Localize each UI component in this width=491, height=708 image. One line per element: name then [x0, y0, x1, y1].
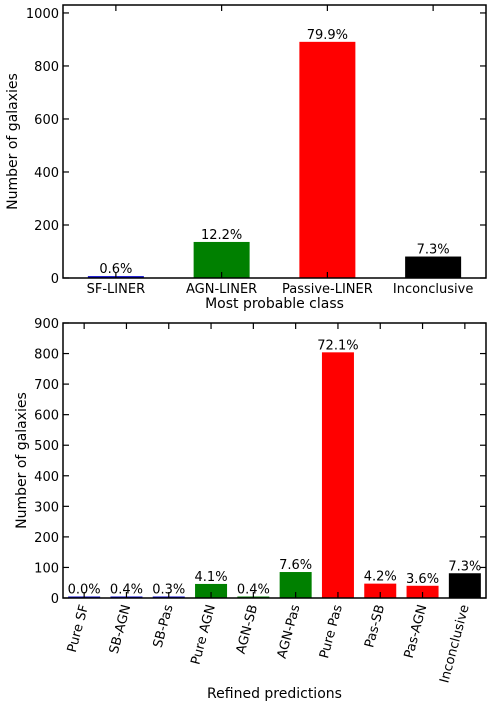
bar [193, 241, 250, 278]
bar [321, 352, 354, 598]
y-tick-label: 100 [34, 561, 59, 576]
bar [406, 585, 439, 598]
y-tick-label: 200 [34, 219, 59, 234]
x-tick-label: SF-LINER [87, 282, 145, 297]
x-axis-label: Refined predictions [207, 686, 342, 702]
x-tick-label: SB-Pas [151, 603, 177, 649]
y-axis-label: Number of galaxies [5, 73, 21, 210]
x-tick-label: SB-AGN [107, 603, 134, 655]
bar-value-label: 0.0% [68, 583, 101, 598]
ticks-layer: 0 100 200 300 400 500 600 700 800 900 Pure SF SB-AG… [34, 317, 486, 685]
x-tick-label: Inconclusive [393, 282, 474, 297]
bar-value-label: 7.3% [417, 243, 450, 258]
x-tick-label: Inconclusive [437, 603, 472, 685]
y-tick-label: 500 [34, 439, 59, 454]
y-tick-label: 400 [34, 166, 59, 181]
x-tick-label: Pas-AGN [402, 603, 431, 660]
bar [364, 583, 397, 598]
x-tick-label: Pure SF [65, 603, 92, 654]
y-tick-label: 200 [34, 531, 59, 546]
y-tick-label: 700 [34, 378, 59, 393]
bar [195, 583, 228, 598]
plot-frame [62, 4, 487, 279]
bar-value-label: 4.2% [364, 570, 397, 585]
y-tick-label: 0 [51, 592, 59, 607]
y-tick-label: 800 [34, 348, 59, 363]
bar-value-label: 0.4% [110, 583, 143, 598]
x-tick-label: Pure AGN [189, 603, 219, 666]
y-tick-label: 400 [34, 470, 59, 485]
bar [405, 256, 462, 278]
x-tick-label: AGN-Pas [275, 603, 304, 660]
bar-value-label: 72.1% [317, 338, 358, 353]
y-tick-label: 800 [34, 60, 59, 75]
y-tick-label: 1000 [26, 7, 59, 22]
x-tick-label: AGN-SB [234, 603, 262, 655]
chart-refined-predictions: 0.0% 0.4% 0.3% 4.1% 0.4% 7.6% 72.1% 4.2% 3.6% 7.3… [14, 317, 487, 702]
x-tick-label: Passive-LINER [282, 282, 373, 297]
bar-value-label: 7.3% [448, 559, 481, 574]
bar-value-label: 12.2% [201, 228, 242, 243]
x-axis-label: Most probable class [205, 296, 344, 312]
y-tick-label: 0 [51, 272, 59, 287]
bar-value-label: 4.1% [195, 570, 228, 585]
x-tick-label: Pure Pas [317, 603, 346, 660]
x-tick-label: Pas-SB [362, 603, 388, 649]
bars-layer: 0.6% 12.2% 79.9% 7.3% [87, 28, 462, 278]
bar-value-label: 79.9% [307, 28, 348, 43]
bar-value-label: 0.3% [152, 583, 185, 598]
y-axis-label: Number of galaxies [14, 392, 30, 529]
ticks-layer: 0 200 400 600 800 1000 SF-LINER AGN-LINER Passiv… [26, 5, 486, 297]
y-tick-label: 900 [34, 317, 59, 332]
chart-most-probable-class: 0.6% 12.2% 79.9% 7.3% 0 200 400 600 800 1000 SF-L… [5, 4, 487, 312]
plot-frame [62, 322, 487, 599]
bar-value-label: 7.6% [279, 558, 312, 573]
y-tick-label: 300 [34, 500, 59, 515]
bar [299, 41, 356, 278]
bar-value-label: 0.4% [237, 583, 270, 598]
y-tick-label: 600 [34, 113, 59, 128]
bars-layer: 0.0% 0.4% 0.3% 4.1% 0.4% 7.6% 72.1% 4.2% 3.6% 7.3… [68, 338, 481, 598]
bar-value-label: 0.6% [99, 262, 132, 277]
y-tick-label: 600 [34, 409, 59, 424]
bar-value-label: 3.6% [406, 572, 439, 587]
x-tick-label: AGN-LINER [186, 282, 257, 297]
